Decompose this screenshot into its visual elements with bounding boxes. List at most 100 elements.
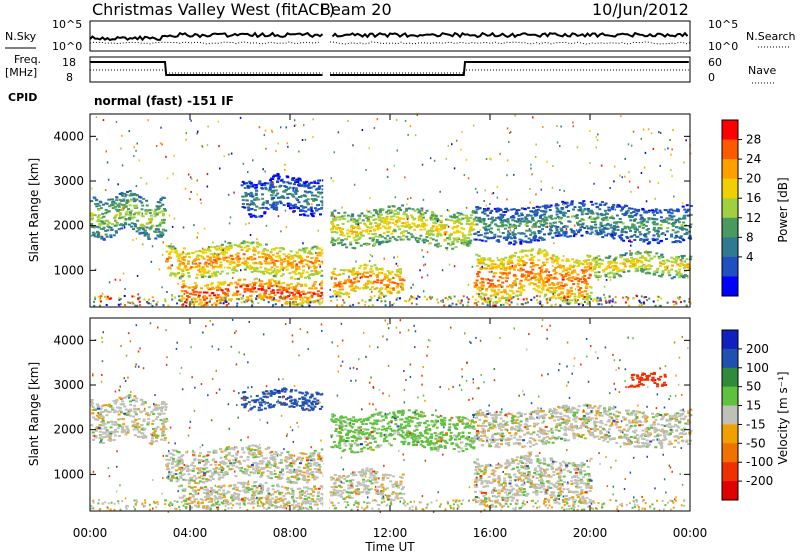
- echo-cell: [309, 208, 313, 211]
- echo-cell: [469, 239, 473, 242]
- ground-cell: [610, 304, 613, 307]
- echo-cell: [314, 269, 318, 272]
- echo-cell: [531, 216, 535, 219]
- echo-cell: [582, 200, 586, 203]
- echo-cell: [257, 251, 261, 254]
- echo-cell: [197, 296, 200, 299]
- ground-cell: [423, 295, 426, 298]
- echo-cell: [685, 232, 689, 235]
- echo-cell: [552, 289, 556, 292]
- ground-cell: [624, 301, 627, 304]
- echo-cell: [620, 231, 624, 234]
- echo-cell: [471, 221, 474, 224]
- echo-cell: [256, 262, 260, 265]
- echo-cell: [118, 211, 122, 214]
- echo-cell: [523, 274, 527, 277]
- echo-cell: [468, 223, 472, 226]
- echo-cell: [655, 252, 659, 255]
- echo-cell: [305, 180, 309, 183]
- echo-cell: [379, 293, 383, 296]
- echo-cell: [238, 293, 242, 296]
- echo-cell: [365, 271, 369, 274]
- echo-cell: [640, 261, 644, 264]
- echo-cell: [293, 260, 297, 263]
- echo-cell: [674, 270, 678, 273]
- speckle-cell: [289, 202, 292, 205]
- echo-cell: [594, 261, 598, 263]
- ground-cell: [448, 296, 451, 299]
- speckle-cell: [572, 121, 574, 124]
- echo-cell: [384, 288, 388, 290]
- echo-cell: [657, 257, 661, 260]
- echo-cell: [613, 257, 617, 260]
- speckle-cell: [173, 217, 176, 220]
- echo-cell: [342, 282, 346, 285]
- echo-cell: [246, 288, 250, 290]
- echo-cell: [647, 254, 651, 257]
- echo-cell: [288, 192, 292, 195]
- ground-cell: [94, 296, 96, 299]
- echo-cell: [679, 235, 683, 238]
- echo-cell: [165, 245, 169, 248]
- echo-cell: [558, 217, 562, 220]
- echo-cell: [496, 235, 500, 238]
- echo-cell: [484, 267, 488, 270]
- echo-cell: [353, 277, 357, 280]
- echo-cell: [552, 269, 556, 272]
- echo-cell: [530, 257, 534, 260]
- echo-cell: [469, 233, 473, 236]
- echo-cell: [262, 272, 266, 275]
- echo-cell: [545, 222, 548, 225]
- echo-cell: [607, 206, 611, 209]
- echo-cell: [259, 283, 263, 286]
- echo-cell: [379, 281, 383, 284]
- speckle-cell: [439, 228, 442, 231]
- echo-cell: [529, 282, 533, 285]
- echo-cell: [492, 275, 496, 278]
- echo-cell: [274, 255, 278, 258]
- echo-cell: [543, 255, 547, 258]
- echo-cell: [386, 286, 389, 289]
- echo-cell: [305, 301, 309, 304]
- echo-cell: [333, 267, 337, 270]
- echo-cell: [303, 259, 307, 262]
- echo-cell: [655, 211, 659, 214]
- echo-cell: [500, 291, 504, 294]
- echo-cell: [549, 232, 553, 235]
- echo-cell: [224, 288, 228, 291]
- ground-cell: [410, 302, 413, 305]
- echo-cell: [624, 252, 628, 255]
- speckle-cell: [258, 207, 260, 210]
- echo-cell: [477, 271, 481, 274]
- echo-cell: [295, 178, 299, 181]
- echo-cell: [219, 249, 223, 252]
- speckle-cell: [253, 278, 256, 281]
- echo-cell: [503, 268, 507, 271]
- ground-cell: [156, 301, 159, 303]
- echo-cell: [566, 278, 570, 280]
- speckle-cell: [644, 151, 647, 154]
- echo-cell: [499, 267, 503, 270]
- echo-cell: [425, 209, 429, 212]
- echo-cell: [596, 259, 600, 262]
- echo-cell: [285, 301, 289, 304]
- echo-cell: [443, 238, 447, 241]
- echo-cell: [396, 282, 400, 285]
- echo-cell: [254, 184, 258, 186]
- speckle-cell: [517, 219, 519, 222]
- echo-cell: [104, 220, 108, 222]
- echo-cell: [492, 293, 496, 296]
- echo-cell: [356, 226, 360, 229]
- echo-cell: [168, 246, 172, 249]
- echo-cell: [555, 203, 559, 206]
- echo-cell: [244, 260, 248, 263]
- echo-cell: [539, 270, 543, 273]
- echo-cell: [368, 274, 372, 277]
- ground-cell: [417, 295, 419, 298]
- echo-cell: [252, 284, 256, 287]
- echo-cell: [637, 259, 641, 262]
- echo-cell: [646, 227, 650, 230]
- echo-cell: [369, 280, 373, 283]
- echo-cell: [571, 270, 575, 273]
- echo-cell: [491, 267, 495, 270]
